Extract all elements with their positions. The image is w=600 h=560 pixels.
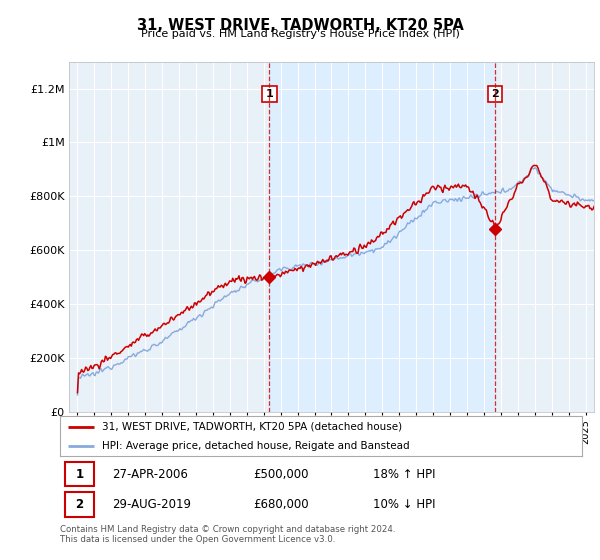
Text: Price paid vs. HM Land Registry's House Price Index (HPI): Price paid vs. HM Land Registry's House … bbox=[140, 29, 460, 39]
Text: £500,000: £500,000 bbox=[253, 468, 308, 481]
Text: 2: 2 bbox=[76, 498, 83, 511]
Text: 2: 2 bbox=[491, 89, 499, 99]
Text: 31, WEST DRIVE, TADWORTH, KT20 5PA: 31, WEST DRIVE, TADWORTH, KT20 5PA bbox=[137, 18, 463, 33]
Text: 27-APR-2006: 27-APR-2006 bbox=[112, 468, 188, 481]
Text: 18% ↑ HPI: 18% ↑ HPI bbox=[373, 468, 436, 481]
Text: 1: 1 bbox=[76, 468, 83, 481]
Text: 31, WEST DRIVE, TADWORTH, KT20 5PA (detached house): 31, WEST DRIVE, TADWORTH, KT20 5PA (deta… bbox=[102, 422, 402, 432]
FancyBboxPatch shape bbox=[65, 462, 94, 487]
Text: 1: 1 bbox=[265, 89, 273, 99]
Text: £680,000: £680,000 bbox=[253, 498, 309, 511]
Text: Contains HM Land Registry data © Crown copyright and database right 2024.
This d: Contains HM Land Registry data © Crown c… bbox=[60, 525, 395, 544]
FancyBboxPatch shape bbox=[65, 492, 94, 517]
Text: 29-AUG-2019: 29-AUG-2019 bbox=[112, 498, 191, 511]
Text: HPI: Average price, detached house, Reigate and Banstead: HPI: Average price, detached house, Reig… bbox=[102, 441, 409, 450]
Text: 10% ↓ HPI: 10% ↓ HPI bbox=[373, 498, 436, 511]
Bar bbox=[269, 62, 495, 412]
